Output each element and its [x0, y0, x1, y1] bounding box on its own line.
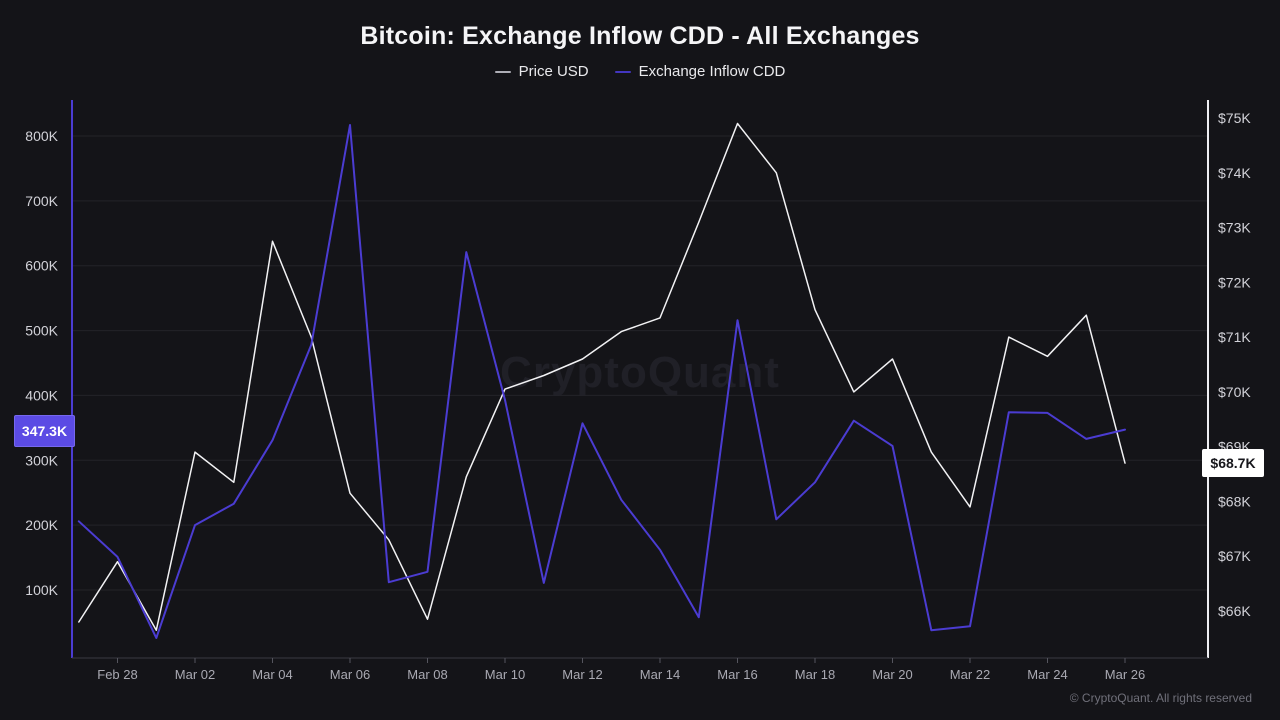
- x-axis-tick-label: Mar 22: [950, 667, 990, 682]
- x-axis-tick-label: Mar 14: [640, 667, 680, 682]
- x-axis-tick-label: Mar 20: [872, 667, 912, 682]
- left-axis-tick-label: 300K: [25, 452, 58, 468]
- copyright-note: © CryptoQuant. All rights reserved: [1069, 691, 1252, 705]
- legend-item-label: Exchange Inflow CDD: [638, 63, 786, 80]
- left-axis-tick-label: 600K: [25, 258, 58, 274]
- x-axis-tick-label: Mar 16: [717, 667, 757, 682]
- legend-item-price-usd[interactable]: Price USD: [494, 63, 589, 80]
- left-axis-tick-label: 800K: [25, 128, 58, 144]
- x-axis-tick-label: Mar 02: [175, 667, 215, 682]
- x-axis-tick-label: Mar 04: [252, 667, 292, 682]
- right-axis-tick-label: $71K: [1218, 329, 1251, 345]
- left-axis-tick-label: 700K: [25, 193, 58, 209]
- left-axis-last-value-badge: 347.3K: [14, 415, 75, 447]
- right-axis-last-value-badge: $68.7K: [1202, 449, 1264, 477]
- x-axis-tick-label: Mar 10: [485, 667, 525, 682]
- right-axis-tick-label: $74K: [1218, 165, 1251, 181]
- x-axis-tick-label: Mar 06: [330, 667, 370, 682]
- legend-item-exchange-inflow-cdd[interactable]: Exchange Inflow CDD: [614, 63, 786, 80]
- x-axis-tick-label: Mar 24: [1027, 667, 1067, 682]
- x-axis-tick-label: Mar 08: [407, 667, 447, 682]
- x-axis-tick-label: Mar 26: [1105, 667, 1145, 682]
- left-axis-tick-label: 100K: [25, 582, 58, 598]
- chart-title: Bitcoin: Exchange Inflow CDD - All Excha…: [360, 22, 920, 50]
- x-axis-tick-label: Mar 18: [795, 667, 835, 682]
- legend-dash-icon: [614, 70, 631, 73]
- legend-dash-icon: [494, 70, 511, 73]
- left-axis-tick-label: 500K: [25, 323, 58, 339]
- right-axis-tick-label: $68K: [1218, 493, 1251, 509]
- right-axis-tick-label: $66K: [1218, 603, 1251, 619]
- x-axis-tick-label: Mar 12: [562, 667, 602, 682]
- left-axis-tick-label: 400K: [25, 387, 58, 403]
- legend-item-label: Price USD: [518, 63, 589, 80]
- right-axis-tick-label: $70K: [1218, 384, 1251, 400]
- x-axis-tick-label: Feb 28: [97, 667, 137, 682]
- series-line-price-usd: [78, 122, 1126, 631]
- right-axis-tick-label: $72K: [1218, 274, 1251, 290]
- right-axis-tick-label: $73K: [1218, 220, 1251, 236]
- right-axis-tick-label: $67K: [1218, 548, 1251, 564]
- left-axis-tick-label: 200K: [25, 517, 58, 533]
- legend: Price USD Exchange Inflow CDD: [0, 63, 1280, 80]
- right-axis-tick-label: $75K: [1218, 110, 1251, 126]
- series-line-exchange-inflow-cdd: [77, 124, 1126, 639]
